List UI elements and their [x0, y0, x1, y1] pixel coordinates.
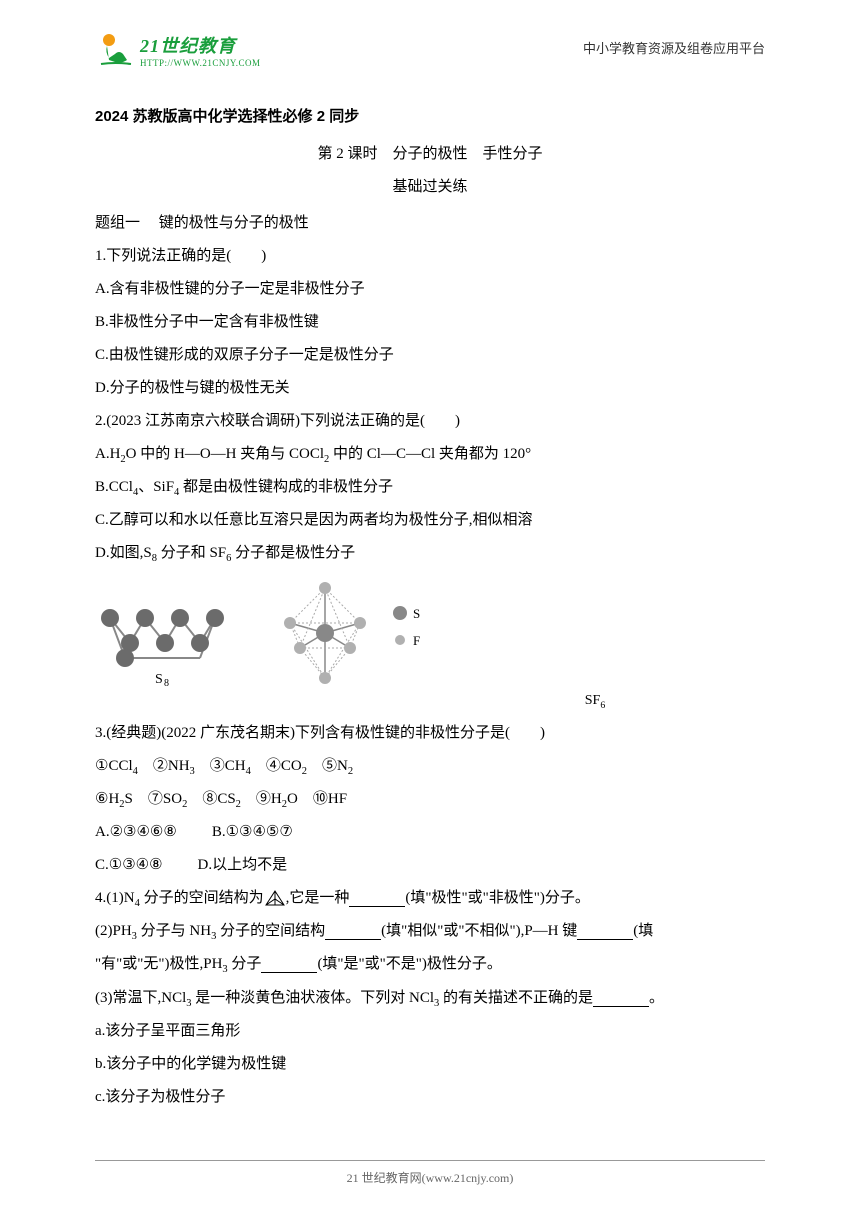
q1-optC: C.由极性键形成的双原子分子一定是极性分子 — [95, 339, 765, 372]
tetrahedron-icon — [264, 889, 286, 909]
q2-stem: 2.(2023 江苏南京六校联合调研)下列说法正确的是( ) — [95, 405, 765, 438]
q2-optB: B.CCl4、SiF4 都是由极性键构成的非极性分子 — [95, 471, 765, 504]
svg-text:S: S — [413, 606, 420, 621]
q2-optD: D.如图,S8 分子和 SF6 分子都是极性分子 — [95, 537, 765, 570]
q3-compounds-line1: ①CCl4 ②NH3 ③CH4 ④CO2 ⑤N2 — [95, 750, 765, 783]
group1-header: 题组一 键的极性与分子的极性 — [95, 207, 765, 240]
footer: 21 世纪教育网(www.21cnjy.com) — [95, 1160, 765, 1186]
q1-optB: B.非极性分子中一定含有非极性键 — [95, 306, 765, 339]
q3-opts-row2: C.①③④⑧D.以上均不是 — [95, 849, 765, 882]
q3-opts-row1: A.②③④⑥⑧B.①③④⑤⑦ — [95, 816, 765, 849]
svg-text:F: F — [413, 633, 420, 648]
s8-molecule-diagram: S 8 — [95, 588, 225, 688]
q3-compounds-line2: ⑥H2S ⑦SO2 ⑧CS2 ⑨H2O ⑩HF — [95, 783, 765, 816]
logo: 21世纪教育 HTTP://WWW.21CNJY.COM — [95, 30, 261, 70]
subtitle: 第 2 课时 分子的极性 手性分子 — [95, 138, 765, 171]
sf6-molecule-diagram: S F — [275, 578, 445, 688]
q4-p2-line2: "有"或"无")极性,PH3 分子(填"是"或"不是")极性分子。 — [95, 948, 765, 981]
svg-text:S: S — [155, 672, 163, 687]
footer-text: 21 世纪教育网(www.21cnjy.com) — [347, 1171, 514, 1185]
blank — [577, 923, 633, 940]
logo-sub-text: HTTP://WWW.21CNJY.COM — [140, 58, 261, 68]
q4-pa: a.该分子呈平面三角形 — [95, 1015, 765, 1048]
q4-pc: c.该分子为极性分子 — [95, 1081, 765, 1114]
q4-pb: b.该分子中的化学键为极性键 — [95, 1048, 765, 1081]
subtitle2: 基础过关练 — [95, 171, 765, 204]
main-title: 2024 苏教版高中化学选择性必修 2 同步 — [95, 100, 765, 133]
blank — [349, 890, 405, 907]
q4-p1: 4.(1)N4 分子的空间结构为,它是一种(填"极性"或"非极性")分子。 — [95, 882, 765, 915]
sf6-caption: SF6 — [425, 686, 765, 717]
blank — [593, 990, 649, 1007]
q2-optC: C.乙醇可以和水以任意比互溶只是因为两者均为极性分子,相似相溶 — [95, 504, 765, 537]
blank — [325, 923, 381, 940]
q1-optA: A.含有非极性键的分子一定是非极性分子 — [95, 273, 765, 306]
q3-stem: 3.(经典题)(2022 广东茂名期末)下列含有极性键的非极性分子是( ) — [95, 717, 765, 750]
logo-main-text: 21世纪教育 — [140, 32, 261, 58]
q2-optA: A.H2O 中的 H—O—H 夹角与 COCl2 中的 Cl—C—Cl 夹角都为… — [95, 438, 765, 471]
q4-p3: (3)常温下,NCl3 是一种淡黄色油状液体。下列对 NCl3 的有关描述不正确… — [95, 982, 765, 1015]
content-area: 2024 苏教版高中化学选择性必修 2 同步 第 2 课时 分子的极性 手性分子… — [0, 80, 860, 1114]
molecule-diagrams: S 8 — [95, 578, 765, 688]
q1-stem: 1.下列说法正确的是( ) — [95, 240, 765, 273]
q4-p2-line1: (2)PH3 分子与 NH3 分子的空间结构(填"相似"或"不相似"),P—H … — [95, 915, 765, 948]
blank — [261, 956, 317, 973]
q1-optD: D.分子的极性与键的极性无关 — [95, 372, 765, 405]
logo-icon — [95, 30, 135, 70]
svg-text:8: 8 — [164, 678, 169, 688]
header-right-text: 中小学教育资源及组卷应用平台 — [583, 38, 765, 57]
